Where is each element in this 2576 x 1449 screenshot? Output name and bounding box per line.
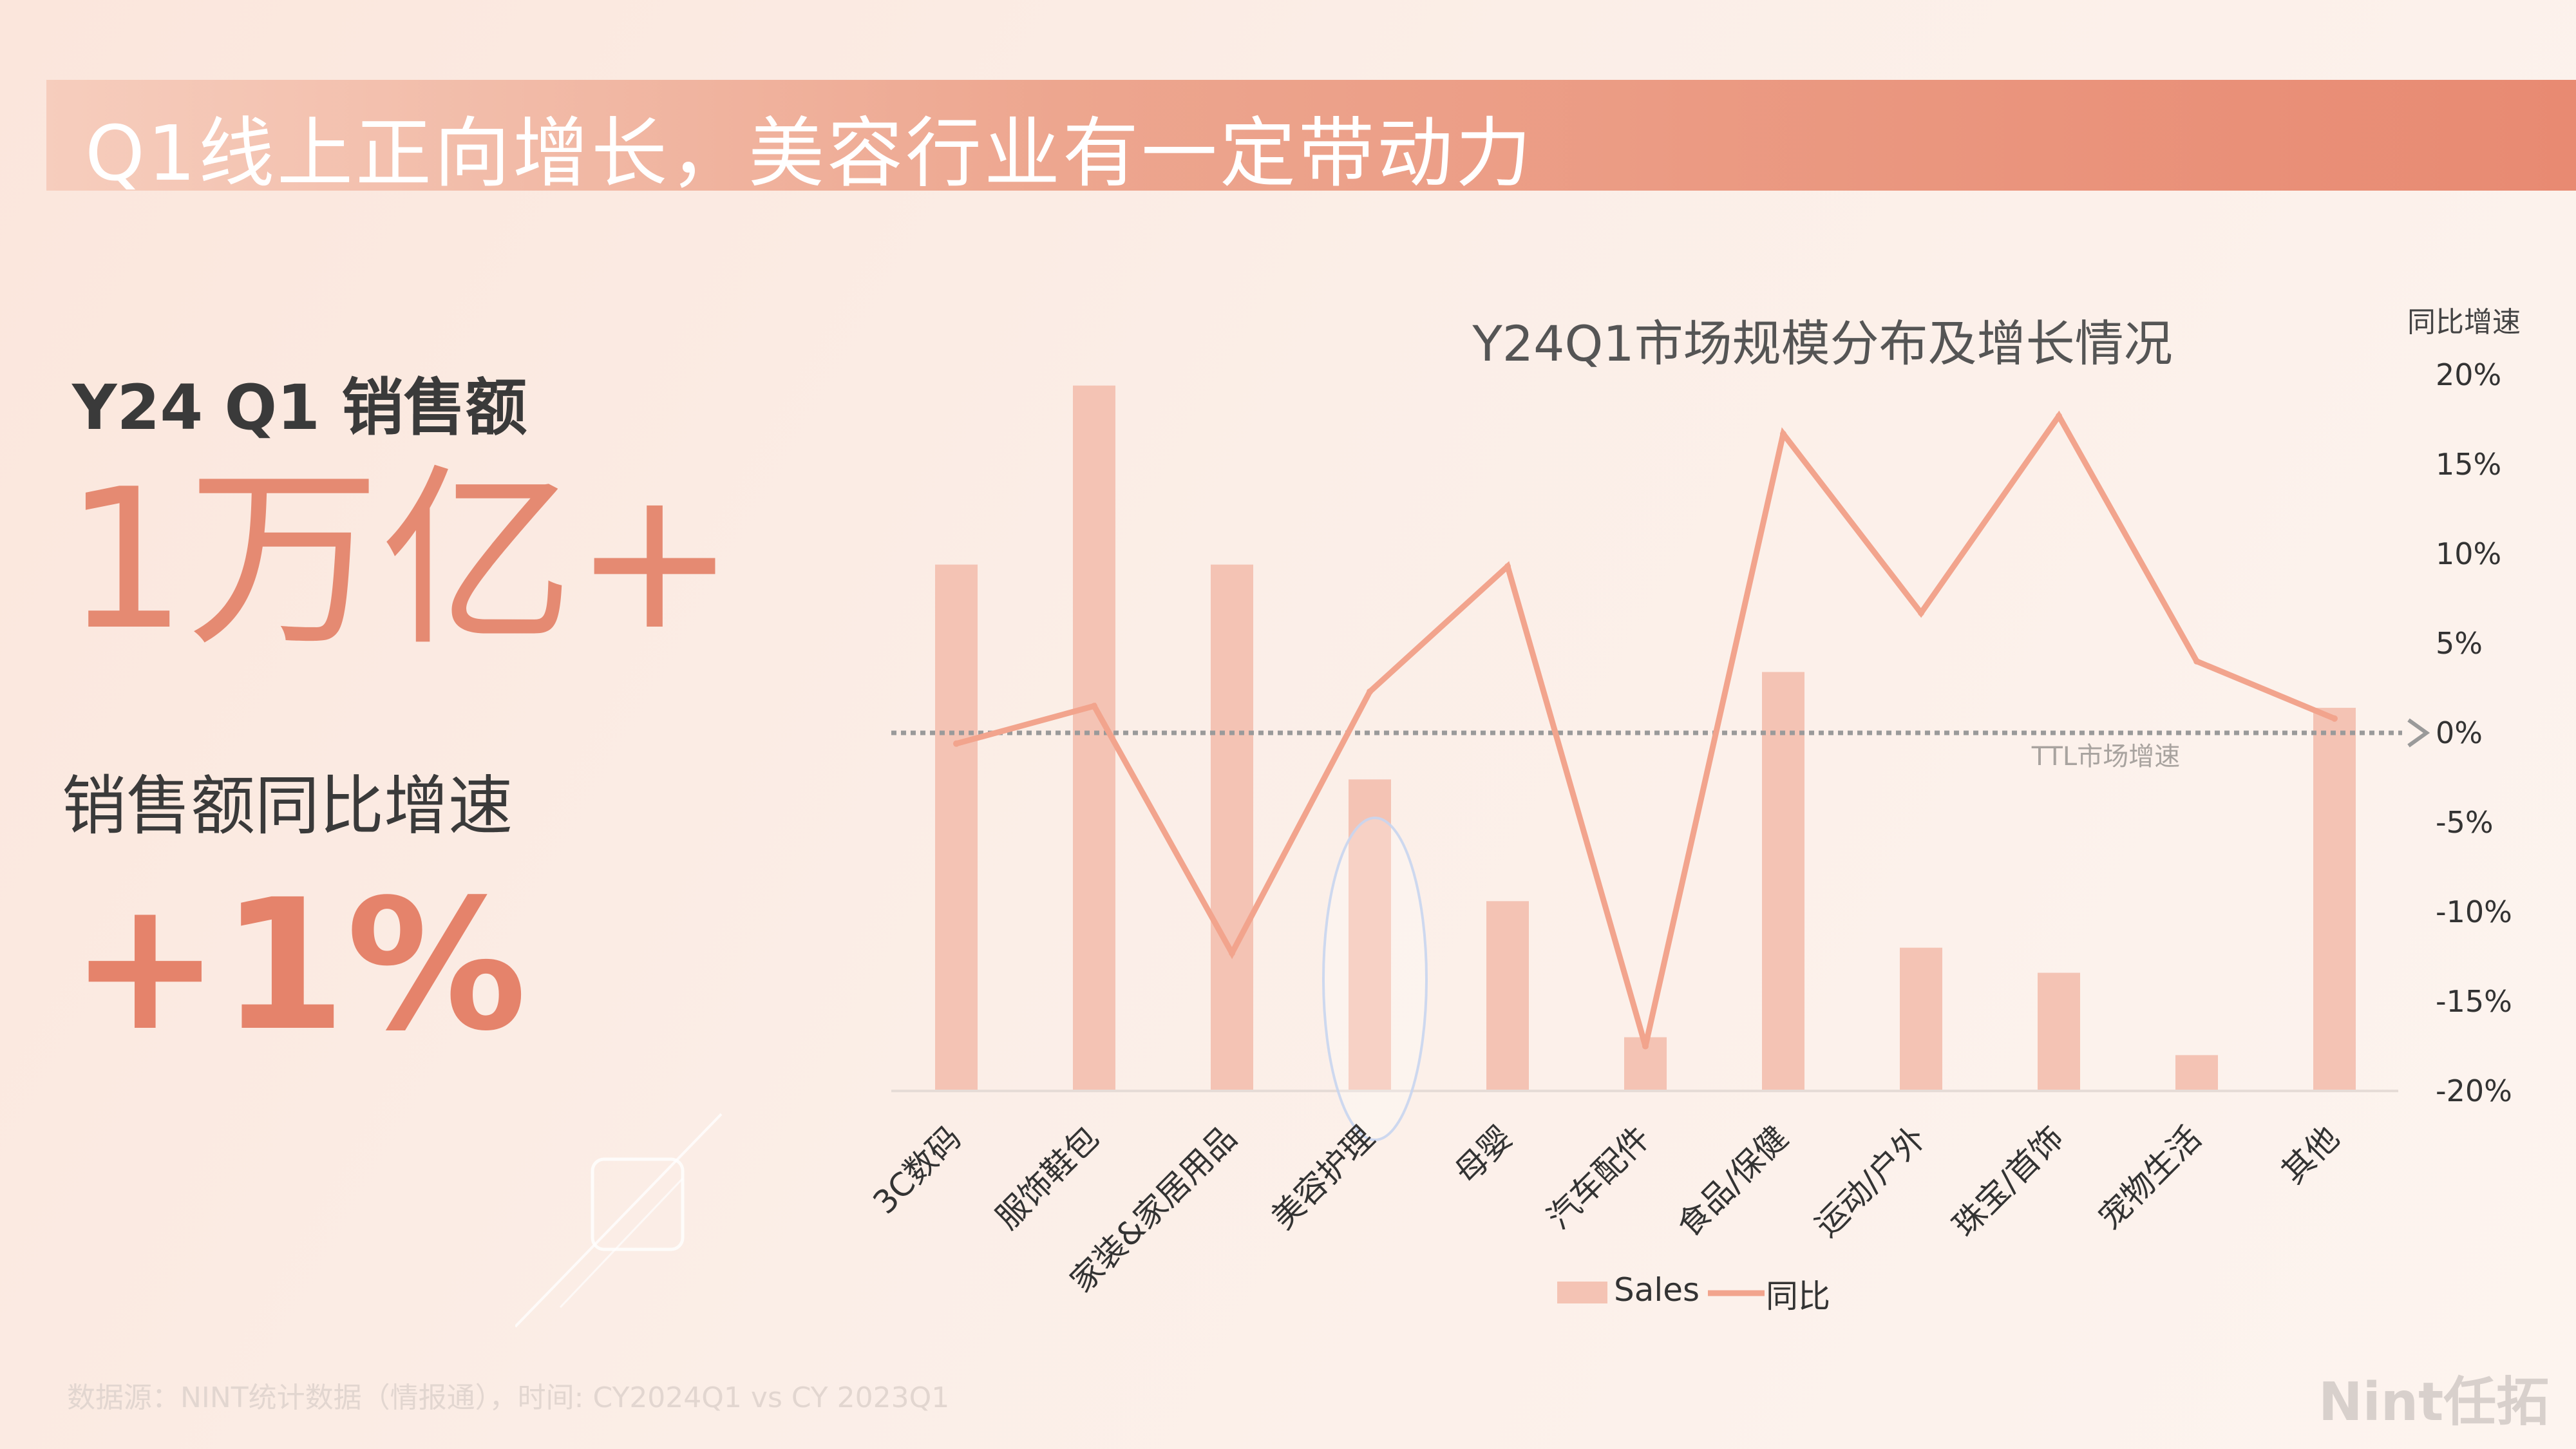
reference-arrow-icon (2407, 718, 2430, 748)
data-source-note: 数据源：NINT统计数据（情报通），时间: CY2024Q1 vs CY 202… (67, 1381, 950, 1414)
highlight-ellipse (1322, 817, 1428, 1141)
x-tick-label: 服饰鞋包 (989, 1119, 1106, 1236)
chart-title: Y24Q1市场规模分布及增长情况 (1472, 315, 2172, 372)
x-tick-label: 运动/户外 (1808, 1119, 1933, 1244)
yoy-point-2 (1229, 949, 1235, 956)
bars-group (935, 385, 2356, 1092)
sales-label: Y24 Q1 销售额 (72, 372, 527, 444)
decorative-lines (515, 1113, 723, 1328)
yoy-point-0 (953, 740, 960, 747)
yoy-label: 销售额同比增速 (62, 768, 513, 844)
x-tick-label: 母婴 (1448, 1119, 1520, 1191)
x-tick-label: 汽车配件 (1540, 1119, 1657, 1236)
bar-10 (2313, 708, 2356, 1091)
y-right-axis-label: 同比增速 (2407, 306, 2521, 339)
bar-2 (1211, 564, 1253, 1091)
legend-label-yoy: 同比 (1766, 1278, 1830, 1315)
right-tick-label: 5% (2436, 626, 2483, 661)
bar-6 (1762, 672, 1804, 1091)
yoy-point-9 (2193, 658, 2200, 665)
bar-1 (1073, 385, 1115, 1092)
x-tick-label: 美容护理 (1264, 1119, 1381, 1236)
right-tick-label: -5% (2436, 805, 2494, 840)
reference-line-label: TTL市场增速 (2031, 742, 2180, 772)
page-title: Q1线上正向增长，美容行业有一定带动力 (85, 109, 1534, 198)
brand-logo: Nint任拓 (2318, 1372, 2550, 1433)
yoy-line-group (953, 410, 2338, 1050)
legend-swatch-sales (1557, 1282, 1607, 1303)
yoy-point-8 (2056, 412, 2062, 419)
highlight-ellipse-group (1322, 817, 1428, 1141)
bar-9 (2175, 1055, 2218, 1091)
yoy-point-1 (1091, 703, 1097, 710)
right-axis-ticks: 20% 15% 10% 5% 0% -5% -10% -15% -20% (2436, 357, 2512, 1108)
right-tick-label: -10% (2436, 895, 2512, 929)
right-tick-label: 0% (2436, 715, 2483, 750)
right-tick-label: 15% (2436, 447, 2501, 482)
bar-7 (1900, 947, 1942, 1091)
right-tick-label: -15% (2436, 984, 2512, 1019)
bar-4 (1486, 901, 1529, 1091)
x-tick-label: 珠宝/首饰 (1946, 1119, 2070, 1244)
yoy-value: +1% (70, 861, 527, 1071)
x-tick-label: 食品/保健 (1670, 1119, 1795, 1244)
reference-line-group: TTL市场增速 (891, 718, 2430, 772)
right-tick-label: -20% (2436, 1074, 2512, 1108)
legend-label-sales: Sales (1614, 1271, 1700, 1309)
title-banner: Q1线上正向增长，美容行业有一定带动力 (46, 80, 2576, 198)
bar-8 (2038, 972, 2080, 1091)
yoy-point-6 (1780, 430, 1786, 437)
yoy-point-5 (1642, 1043, 1649, 1050)
yoy-point-3 (1367, 688, 1373, 696)
sales-value: 1万亿+ (64, 448, 736, 672)
right-tick-label: 20% (2436, 357, 2501, 392)
x-tick-label: 其他 (2275, 1119, 2347, 1191)
right-tick-label: 10% (2436, 536, 2501, 571)
x-tick-label: 3C数码 (866, 1119, 969, 1221)
bar-0 (935, 564, 978, 1091)
yoy-point-7 (1918, 609, 1924, 616)
legend: Sales 同比 (1557, 1271, 1830, 1315)
yoy-point-4 (1504, 563, 1511, 570)
x-tick-label: 宠物生活 (2091, 1119, 2208, 1236)
yoy-point-10 (2331, 715, 2338, 722)
